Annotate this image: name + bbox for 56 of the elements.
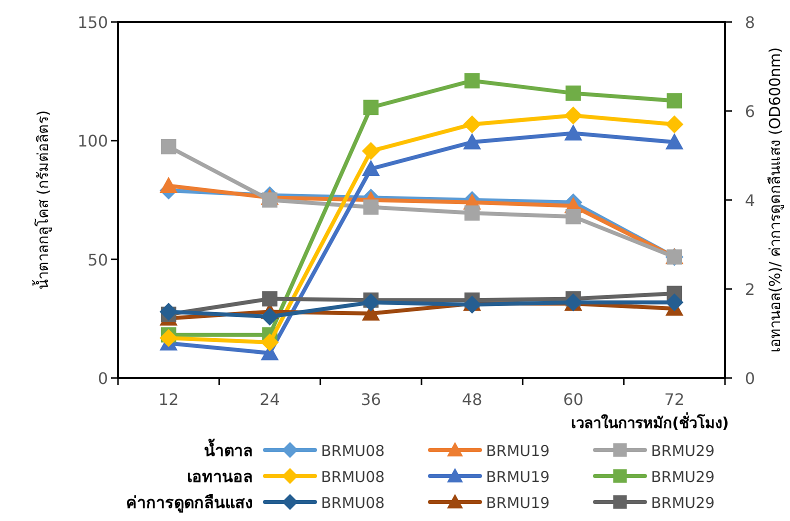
point: [262, 291, 278, 306]
y2-tick-label: 4: [744, 191, 756, 210]
y2-tick-label: 6: [744, 102, 756, 121]
y-tick-label: 50: [88, 250, 108, 270]
x-tick-label: 12: [158, 390, 179, 409]
x-tick-label: 24: [260, 390, 280, 409]
x-axis-title: เวลาในการหมัก(ชั่วโมง): [571, 412, 729, 432]
point: [262, 192, 278, 208]
x-tick-label: 48: [462, 390, 482, 409]
point: [362, 293, 380, 312]
legend-label: BRMU08: [321, 442, 385, 460]
x-tick-label: 36: [360, 390, 382, 409]
legend-label: BRMU19: [486, 468, 550, 486]
legend-label: BRMU19: [486, 494, 550, 512]
point: [566, 208, 581, 224]
text: น้ำตาล: [204, 441, 253, 460]
x-tick-label: 60: [563, 390, 584, 409]
y2-tick-label: 8: [744, 13, 756, 32]
point: [665, 133, 684, 150]
point: [463, 296, 482, 314]
point: [665, 293, 684, 312]
text: เอทานอล: [187, 467, 253, 486]
legend-label: BRMU08: [321, 468, 385, 486]
y2-axis-title: เอทานอล(%)/ ค่าการดูดกลืนแสง (OD600nm): [766, 47, 784, 353]
legend-label: BRMU29: [651, 468, 715, 486]
point: [564, 124, 582, 140]
point: [362, 142, 380, 160]
point: [666, 93, 682, 108]
y-tick-label: 100: [77, 132, 108, 151]
point: [363, 100, 379, 116]
point: [464, 205, 480, 221]
y2-tick-label: 2: [744, 280, 756, 299]
point: [463, 133, 482, 150]
legend-label: BRMU29: [651, 494, 715, 512]
point: [260, 333, 279, 352]
point: [160, 328, 178, 347]
y2-tick-label: 0: [744, 369, 756, 388]
point: [160, 138, 176, 154]
point: [160, 302, 178, 321]
point: [260, 308, 279, 326]
point: [564, 106, 582, 124]
point: [566, 86, 581, 101]
text: ค่าการดูดกลืนแสง: [126, 493, 253, 512]
legend-label: BRMU29: [651, 442, 715, 460]
point: [464, 73, 480, 88]
point: [665, 115, 684, 134]
legend-label: BRMU19: [486, 442, 550, 460]
point: [463, 115, 482, 134]
x-tick-label: 72: [664, 390, 685, 409]
y-tick-label: 0: [98, 369, 108, 388]
point: [362, 160, 380, 176]
point: [160, 176, 178, 193]
y-tick-label: 150: [77, 13, 108, 32]
legend-label: BRMU08: [321, 494, 385, 512]
point: [363, 199, 379, 215]
y-axis-title: น้ำตาลกลูโคส (กรัมต่อลิตร): [32, 110, 52, 290]
